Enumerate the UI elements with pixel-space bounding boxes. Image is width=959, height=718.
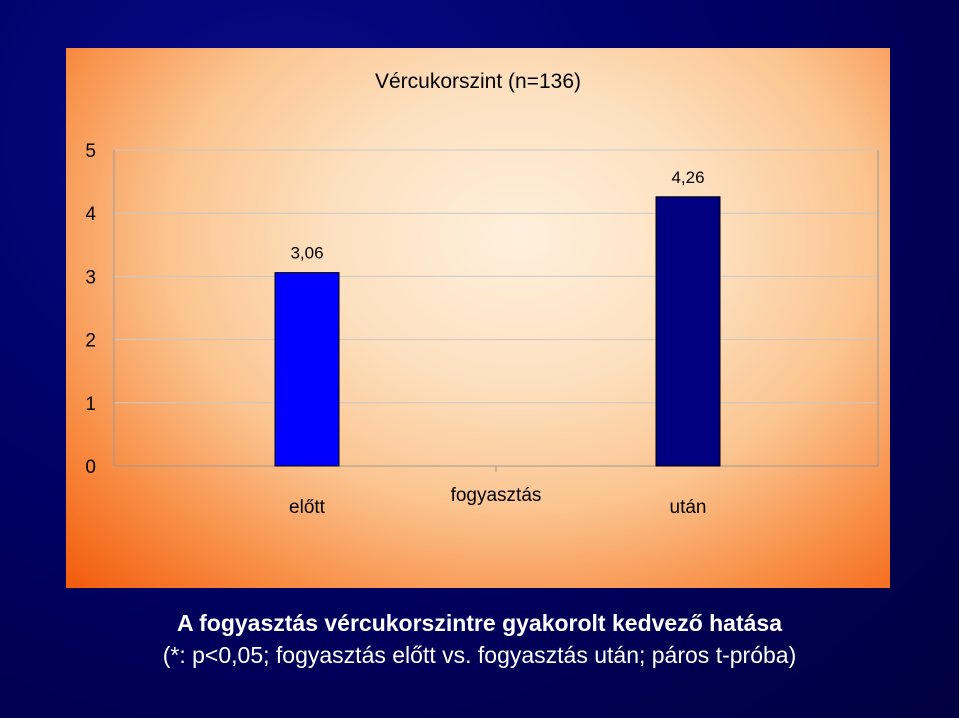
- y-tick-label: 4: [85, 204, 96, 225]
- gridlines: [114, 149, 878, 404]
- chart-title: Vércukorszint (n=136): [375, 70, 581, 93]
- y-tick-label: 5: [85, 141, 96, 162]
- data-label: 3,06: [290, 244, 323, 263]
- y-tick-label: 2: [85, 331, 96, 352]
- caption-line-1: A fogyasztás vércukorszintre gyakorolt k…: [176, 610, 783, 636]
- x-category-label: előtt: [289, 497, 326, 518]
- x-category-label: után: [670, 497, 707, 518]
- bar: [274, 272, 340, 467]
- bar: [655, 196, 721, 467]
- axes: [113, 150, 879, 472]
- bar-chart: Vércukorszint (n=136) 0 1 2 3 4 5 3,06 4,26 előt…: [85, 70, 879, 518]
- bars: [274, 196, 721, 467]
- chart-panel: Vércukorszint (n=136) 0 1 2 3 4 5 3,06 4,26 előt…: [66, 48, 890, 588]
- y-tick-label: 1: [85, 394, 96, 415]
- labels: 0 1 2 3 4 5 3,06 4,26 előtt után fogyasztás: [85, 141, 706, 518]
- data-label: 4,26: [671, 168, 704, 187]
- x-center-label: fogyasztás: [451, 485, 542, 506]
- y-tick-label: 3: [85, 267, 96, 288]
- y-tick-label: 0: [85, 457, 96, 478]
- caption-line-2: (*: p<0,05; fogyasztás előtt vs. fogyasz…: [162, 642, 797, 668]
